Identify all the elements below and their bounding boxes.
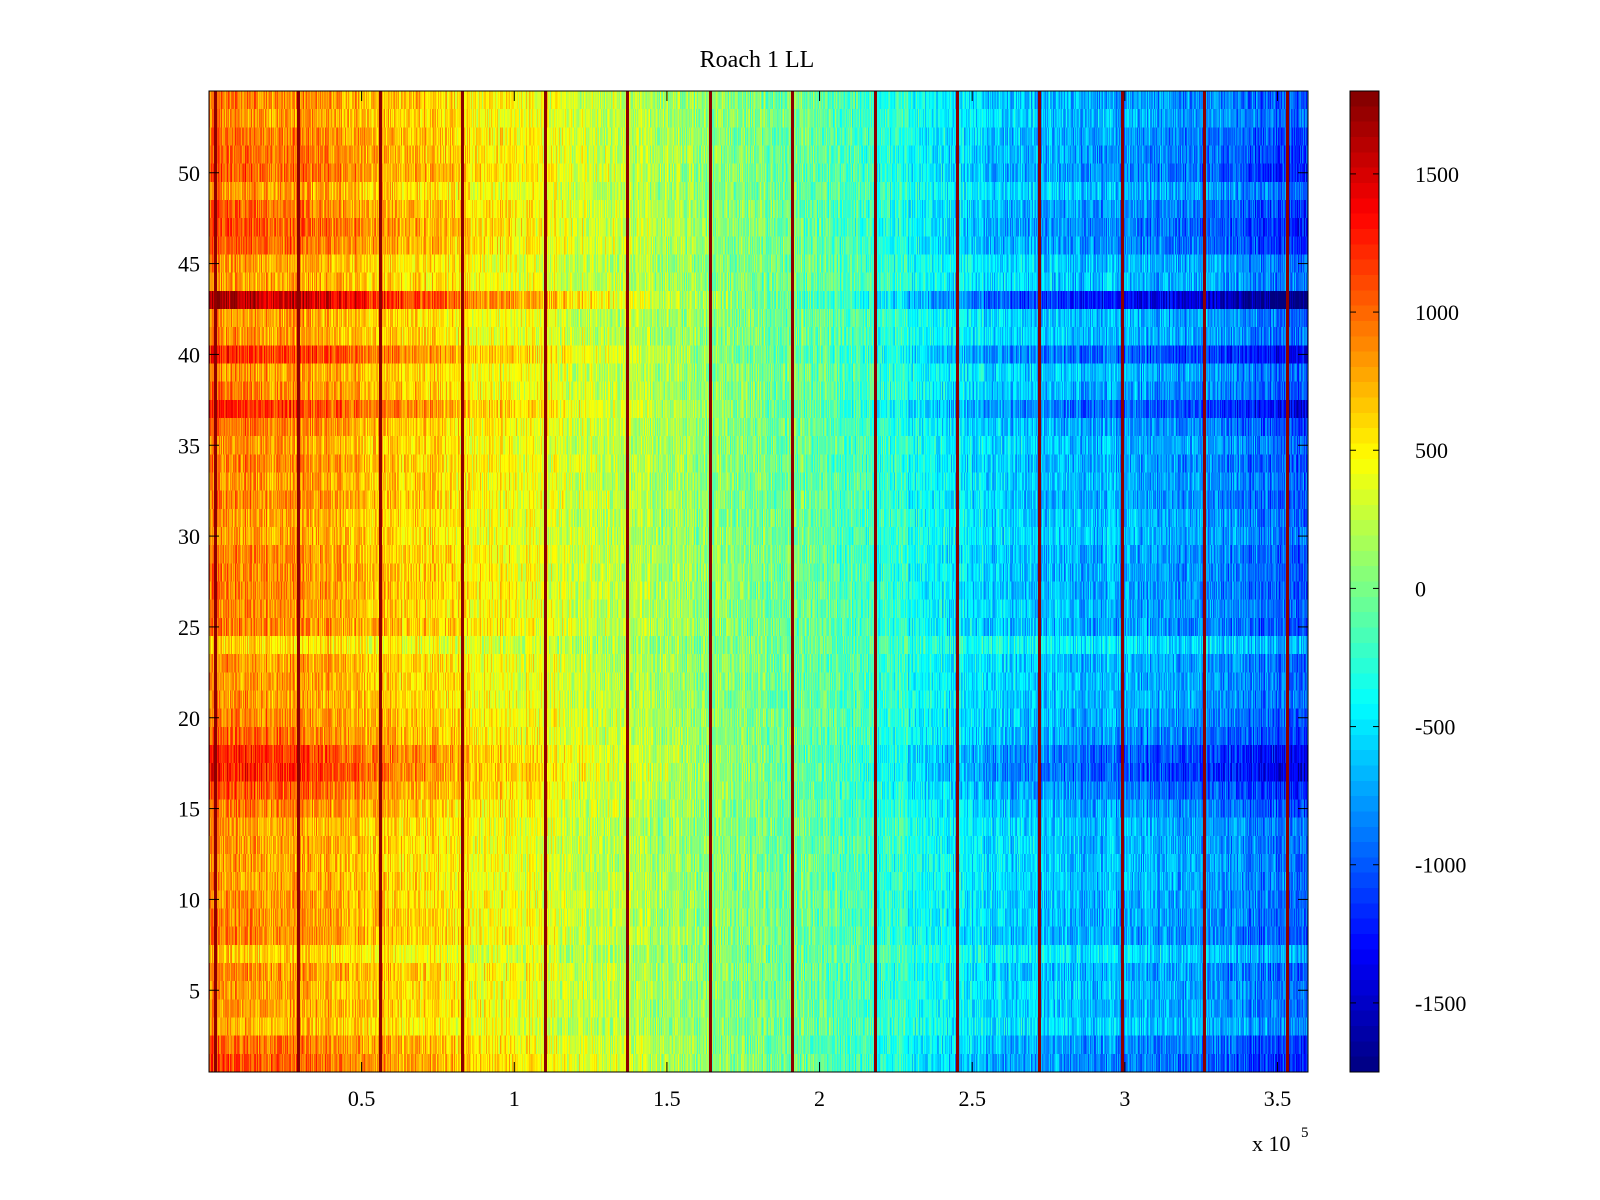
y-tick-label: 10 bbox=[178, 887, 200, 912]
colorbar-tick-label: 1000 bbox=[1415, 300, 1459, 325]
x-tick-label: 1.5 bbox=[653, 1086, 681, 1111]
y-tick-label: 45 bbox=[178, 252, 200, 277]
colorbar-tick-label: -1500 bbox=[1415, 991, 1466, 1016]
y-tick-label: 35 bbox=[178, 433, 200, 458]
colorbar-tick-label: -500 bbox=[1415, 715, 1455, 740]
x-multiplier: x 10 5 bbox=[1252, 1125, 1309, 1156]
x-tick-label: 0.5 bbox=[348, 1086, 376, 1111]
y-tick-label: 30 bbox=[178, 524, 200, 549]
colorbar-gradient bbox=[1350, 91, 1379, 1072]
plot-frame bbox=[208, 90, 1309, 1073]
x-axis: 0.5 1 1.5 2 2.5 3 3.5 bbox=[348, 91, 1291, 1111]
x-tick-label: 3 bbox=[1119, 1086, 1130, 1111]
x-tick-label: 1 bbox=[509, 1086, 520, 1111]
x-multiplier-exponent: 5 bbox=[1301, 1125, 1309, 1141]
y-tick-label: 50 bbox=[178, 161, 200, 186]
colorbar-frame bbox=[1349, 90, 1380, 1073]
colorbar-tick-label: 500 bbox=[1415, 438, 1448, 463]
colorbar-tick-label: 0 bbox=[1415, 576, 1426, 601]
x-tick-label: 2.5 bbox=[958, 1086, 986, 1111]
y-tick-label: 40 bbox=[178, 342, 200, 367]
y-tick-label: 15 bbox=[178, 797, 200, 822]
x-tick-label: 3.5 bbox=[1264, 1086, 1292, 1111]
y-tick-label: 20 bbox=[178, 706, 200, 731]
y-axis: 5 10 15 20 25 30 35 40 45 50 bbox=[178, 161, 1308, 1003]
colorbar bbox=[1349, 90, 1380, 1073]
colorbar-tick-label: -1000 bbox=[1415, 853, 1466, 878]
heatmap-cells bbox=[209, 91, 1308, 1072]
heatmap-image bbox=[209, 91, 1308, 1072]
colorbar-axis: 1500 1000 500 0 -500 -1000 -1500 bbox=[1350, 162, 1466, 1016]
x-multiplier-base: x 10 bbox=[1252, 1131, 1291, 1156]
y-tick-label: 5 bbox=[189, 978, 200, 1003]
x-tick-label: 2 bbox=[814, 1086, 825, 1111]
colorbar-tick-label: 1500 bbox=[1415, 162, 1459, 187]
chart-title: Roach 1 LL bbox=[700, 47, 815, 73]
y-tick-label: 25 bbox=[178, 615, 200, 640]
